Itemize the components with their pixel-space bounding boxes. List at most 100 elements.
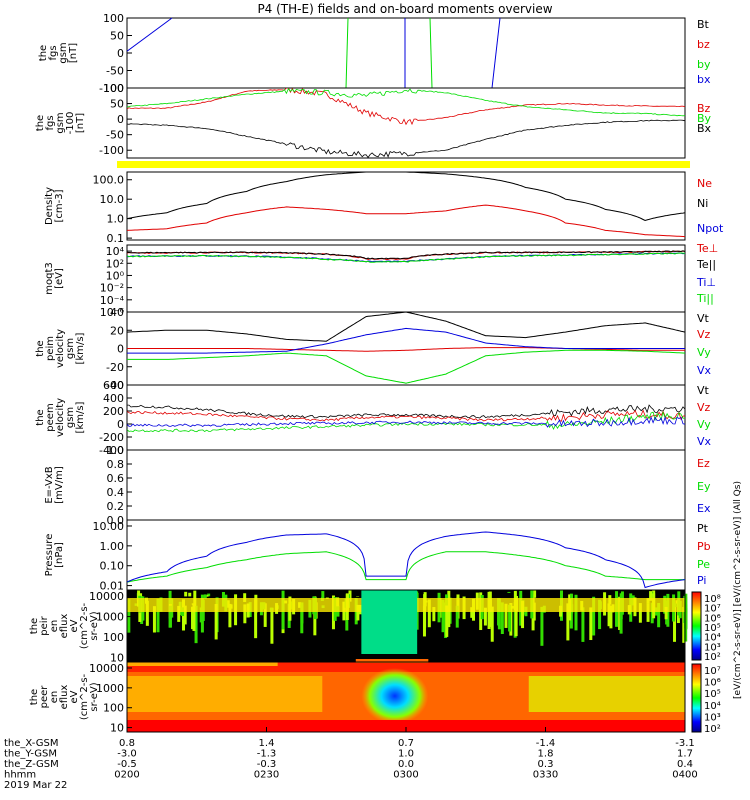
y-axis-label-line: [cm-3]	[54, 189, 65, 222]
spectrogram-band	[127, 654, 685, 662]
spectrogram-pixel	[207, 593, 211, 597]
x-axis-value: 0230	[254, 770, 279, 781]
spectrogram-pixel	[214, 603, 218, 640]
y-tick-label: 0.6	[107, 472, 125, 485]
spectrogram-pixel	[228, 603, 232, 628]
colorbar-tick-label: 10⁵	[704, 689, 721, 700]
y-axis-label-line: Density	[44, 187, 55, 225]
spectrogram-pixel	[243, 593, 247, 602]
spectrogram-pixel	[673, 606, 677, 642]
spectrogram-pixel	[470, 607, 474, 618]
spectrogram-pixel	[592, 596, 596, 636]
y-tick-label: 10.0	[100, 193, 125, 206]
y-tick-label: 0	[117, 113, 124, 126]
y-tick-label: 0.1	[107, 232, 125, 245]
spectrogram-pixel	[194, 605, 198, 644]
spectrogram-pixel	[497, 598, 501, 630]
x-axis-value: 0.0	[398, 759, 414, 770]
y-axis-label-line: the	[35, 340, 46, 356]
panel-frame	[126, 17, 686, 89]
y-tick-label: 100.0	[93, 174, 125, 187]
y-axis-label-line: peem	[45, 403, 56, 431]
spectrogram-pixel	[638, 603, 642, 623]
spectrogram-pixel	[203, 594, 207, 599]
spectrogram-pixel	[321, 591, 325, 599]
colorbar-tick-label: 10⁶	[704, 613, 721, 624]
y-tick-label: 1000	[96, 611, 124, 624]
series-line-trace	[345, 17, 349, 89]
panel-peir_spectrogram: the peir en eflux eV (cm^2-s-sr-eV)1000010001…	[29, 589, 688, 664]
spectrogram-pixel	[507, 591, 511, 593]
spectrogram-pixel	[432, 607, 436, 622]
y-axis-label-line: the	[38, 45, 49, 61]
y-axis-label-line: sr-eV)	[89, 611, 100, 640]
x-axis-value: -1.3	[257, 749, 277, 760]
spectrogram-pixel	[657, 603, 661, 628]
y-tick-label: 1.0	[107, 444, 125, 457]
legend-Ne: Ne	[697, 177, 712, 190]
colorbar-scale	[691, 663, 702, 733]
y-tick-label: 1000	[96, 682, 124, 695]
legend-Bz: Bz	[697, 102, 711, 115]
spectrogram-pixel	[514, 600, 518, 637]
y-axis-label-line: the	[29, 618, 40, 634]
x-axis-row-label: the_Z-GSM	[4, 759, 59, 770]
spectrogram-pixel	[607, 603, 611, 627]
spectrogram-pixel	[205, 595, 209, 597]
x-axis-value: -0.5	[117, 759, 137, 770]
spectrogram-pixel	[263, 603, 267, 627]
legend-Pi: Pi	[697, 574, 706, 587]
y-tick-label: 10⁴	[106, 245, 125, 258]
spectrogram-pixel	[684, 593, 688, 630]
spectrogram-pixel	[455, 605, 459, 628]
spectrogram-pixel	[500, 602, 504, 635]
spectrogram-pixel	[145, 600, 149, 626]
x-axis-value: 0400	[672, 770, 697, 781]
spectrogram-hotspot	[361, 668, 429, 724]
y-tick-label: 100	[103, 702, 124, 715]
y-tick-label: 0.8	[107, 458, 125, 471]
y-tick-label: 10	[110, 651, 124, 664]
y-tick-label: 0.10	[100, 560, 125, 573]
colorbar-tick-label: 10²	[704, 652, 721, 663]
y-axis-label-line: [km/s]	[75, 401, 86, 433]
y-tick-label: 0.2	[107, 500, 125, 513]
y-tick-label: 50	[110, 98, 124, 111]
legend-Vx: Vx	[697, 435, 712, 448]
spectrogram-pixel	[300, 602, 304, 624]
x-axis-value: 0.7	[398, 738, 414, 749]
series-line-By	[127, 88, 685, 117]
y-axis-label-line: the	[35, 115, 46, 131]
spectrogram-pixel	[152, 606, 156, 633]
y-axis-label-line: E=-VxB	[44, 466, 55, 503]
legend-Pb: Pb	[697, 540, 711, 553]
spectrogram-pixel	[504, 603, 508, 628]
colorbar-scale	[691, 591, 702, 661]
y-tick-label: -50	[106, 65, 124, 78]
spectrogram-pixel	[664, 606, 668, 620]
spectrogram-band	[127, 676, 323, 712]
legend-Te⊥: Te⊥	[696, 242, 718, 255]
y-axis-label-line: eflux	[59, 614, 70, 639]
spectrogram-pixel	[540, 606, 544, 646]
y-tick-label: 10⁻⁶	[100, 306, 125, 319]
y-tick-label: -100	[99, 82, 124, 95]
y-axis-label: the fgs gsm -100 [nT]	[35, 112, 86, 135]
y-tick-label: 100	[103, 12, 124, 25]
spectrogram-pixel	[183, 605, 187, 625]
y-tick-label: 100	[103, 631, 124, 644]
spectrogram-pixel	[488, 598, 492, 627]
spectrogram-pixel	[184, 591, 188, 597]
spectrogram-pixel	[574, 594, 578, 631]
spectrogram-pixel	[156, 598, 160, 633]
y-tick-label: 0	[117, 343, 124, 356]
y-tick-label: 10000	[89, 662, 124, 675]
y-axis-label-line: fgs	[45, 115, 56, 130]
y-axis-label-line: eV	[69, 690, 80, 703]
x-axis-row-label: hhmm	[4, 770, 36, 781]
series-line-Vy	[127, 349, 685, 384]
spectrogram-pixel	[177, 605, 181, 622]
